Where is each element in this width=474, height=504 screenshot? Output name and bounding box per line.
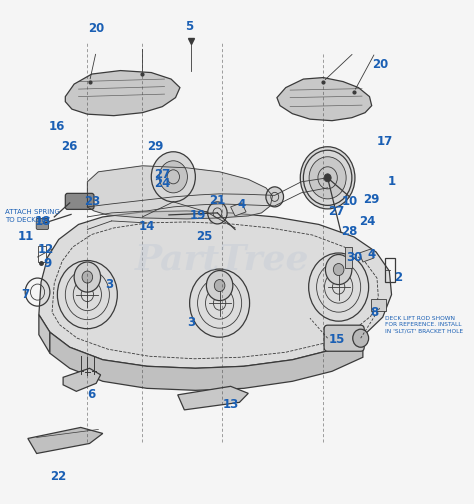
Text: 10: 10	[342, 196, 358, 208]
Circle shape	[312, 257, 365, 317]
Text: 24: 24	[154, 177, 171, 190]
Text: 29: 29	[147, 140, 164, 153]
Text: 4: 4	[237, 198, 246, 211]
Bar	[385, 258, 395, 282]
Text: 1: 1	[387, 175, 396, 188]
Circle shape	[193, 273, 246, 333]
Polygon shape	[277, 78, 372, 120]
Circle shape	[301, 147, 355, 209]
Circle shape	[353, 329, 369, 347]
Text: 8: 8	[370, 305, 378, 319]
Text: 18: 18	[35, 215, 52, 228]
Text: 13: 13	[222, 398, 239, 411]
FancyBboxPatch shape	[36, 218, 48, 229]
Text: 11: 11	[18, 230, 34, 243]
Text: 27: 27	[328, 206, 345, 218]
FancyBboxPatch shape	[324, 325, 364, 351]
Circle shape	[214, 280, 225, 292]
Text: 28: 28	[341, 225, 358, 238]
Polygon shape	[50, 332, 363, 390]
Text: 14: 14	[139, 220, 155, 233]
Text: 29: 29	[364, 193, 380, 206]
Text: 5: 5	[185, 20, 193, 33]
Text: 3: 3	[187, 316, 195, 329]
Polygon shape	[87, 166, 273, 219]
Text: 30: 30	[346, 250, 362, 264]
Text: 23: 23	[83, 196, 100, 208]
Text: 15: 15	[328, 333, 345, 346]
FancyBboxPatch shape	[371, 298, 386, 310]
Text: 7: 7	[22, 288, 30, 301]
Text: 9: 9	[44, 257, 52, 270]
Polygon shape	[63, 368, 100, 391]
Text: 20: 20	[373, 57, 389, 71]
Circle shape	[159, 161, 187, 193]
Text: 25: 25	[196, 230, 212, 243]
Text: 20: 20	[88, 23, 104, 35]
Circle shape	[82, 271, 92, 283]
Polygon shape	[178, 387, 248, 410]
Polygon shape	[65, 71, 180, 115]
Circle shape	[266, 187, 283, 207]
Circle shape	[326, 255, 352, 285]
Text: 26: 26	[62, 140, 78, 153]
Circle shape	[206, 271, 233, 300]
Bar	[37, 246, 46, 262]
Text: 19: 19	[190, 210, 206, 222]
Polygon shape	[231, 203, 246, 216]
Text: 3: 3	[105, 278, 113, 291]
Text: 24: 24	[359, 215, 375, 228]
Text: 4: 4	[367, 248, 376, 261]
Text: DECK LIFT ROD SHOWN
FOR REFERENCE. INSTALL
IN 'SLT/GT' BRACKET HOLE: DECK LIFT ROD SHOWN FOR REFERENCE. INSTA…	[385, 316, 463, 334]
Circle shape	[208, 202, 227, 224]
Polygon shape	[28, 427, 103, 454]
Bar	[345, 247, 352, 268]
Polygon shape	[39, 314, 50, 353]
Text: 6: 6	[88, 389, 96, 401]
Circle shape	[309, 157, 346, 199]
Text: PartTree: PartTree	[135, 242, 309, 277]
Text: 16: 16	[48, 120, 64, 133]
Text: 17: 17	[377, 135, 393, 148]
Text: 12: 12	[37, 243, 54, 256]
Text: 21: 21	[210, 194, 226, 207]
FancyBboxPatch shape	[65, 194, 94, 209]
Circle shape	[324, 174, 331, 182]
Circle shape	[74, 262, 100, 292]
Text: 27: 27	[154, 168, 171, 181]
Text: ATTACH SPRING
TO DECKLIFT: ATTACH SPRING TO DECKLIFT	[5, 209, 60, 223]
Polygon shape	[39, 211, 392, 368]
Text: 22: 22	[51, 470, 67, 482]
Circle shape	[61, 265, 114, 325]
Circle shape	[151, 152, 195, 202]
Text: 2: 2	[394, 271, 402, 284]
Polygon shape	[359, 249, 374, 262]
Circle shape	[333, 264, 344, 276]
